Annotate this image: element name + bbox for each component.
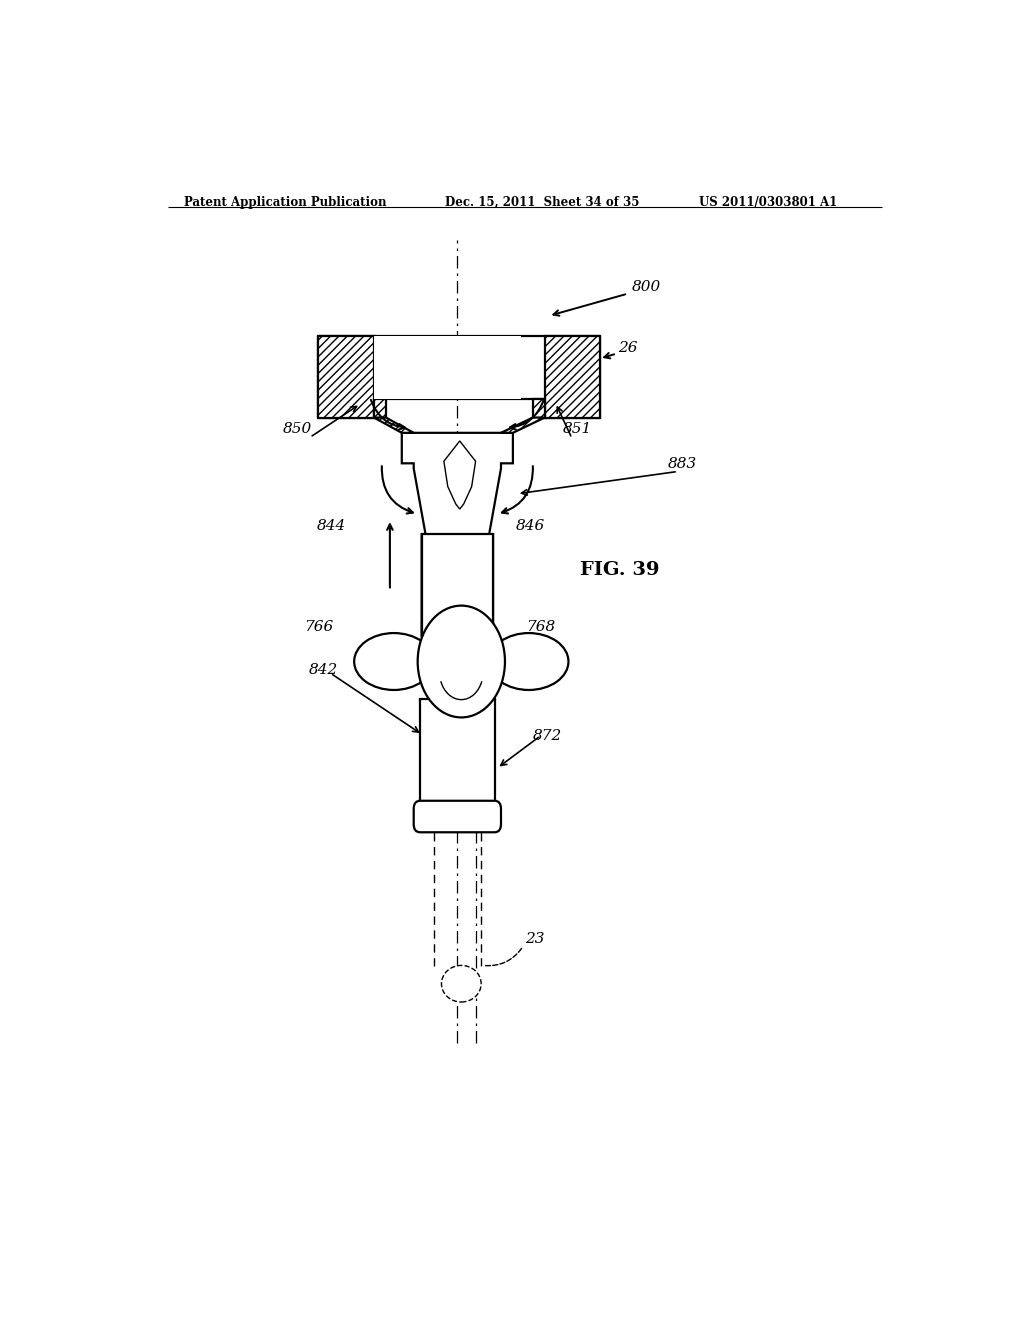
Text: 846: 846	[515, 519, 545, 533]
Ellipse shape	[441, 965, 481, 1002]
Bar	[420, 700, 495, 809]
Text: 766: 766	[304, 620, 334, 634]
Polygon shape	[374, 399, 386, 417]
Ellipse shape	[489, 634, 568, 690]
Circle shape	[418, 606, 505, 718]
Text: 872: 872	[532, 729, 562, 743]
Text: 768: 768	[526, 620, 556, 634]
Bar	[422, 535, 494, 636]
Text: 851: 851	[563, 422, 592, 436]
Text: US 2011/0303801 A1: US 2011/0303801 A1	[699, 195, 838, 209]
Bar	[374, 337, 521, 399]
Polygon shape	[501, 417, 545, 433]
Bar	[318, 337, 374, 417]
Polygon shape	[443, 441, 475, 510]
Text: 26: 26	[618, 341, 638, 355]
Text: 850: 850	[283, 422, 312, 436]
FancyBboxPatch shape	[414, 801, 501, 833]
Text: 800: 800	[632, 280, 662, 293]
Text: Dec. 15, 2011  Sheet 34 of 35: Dec. 15, 2011 Sheet 34 of 35	[445, 195, 640, 209]
Text: Patent Application Publication: Patent Application Publication	[183, 195, 386, 209]
Polygon shape	[374, 417, 414, 433]
Text: 842: 842	[309, 663, 338, 677]
Text: 23: 23	[524, 932, 545, 946]
Polygon shape	[532, 399, 545, 417]
Text: FIG. 39: FIG. 39	[581, 561, 659, 579]
Ellipse shape	[354, 634, 433, 690]
Polygon shape	[401, 433, 513, 636]
Text: 844: 844	[316, 519, 346, 533]
Bar	[545, 337, 600, 417]
Text: 883: 883	[668, 458, 697, 471]
